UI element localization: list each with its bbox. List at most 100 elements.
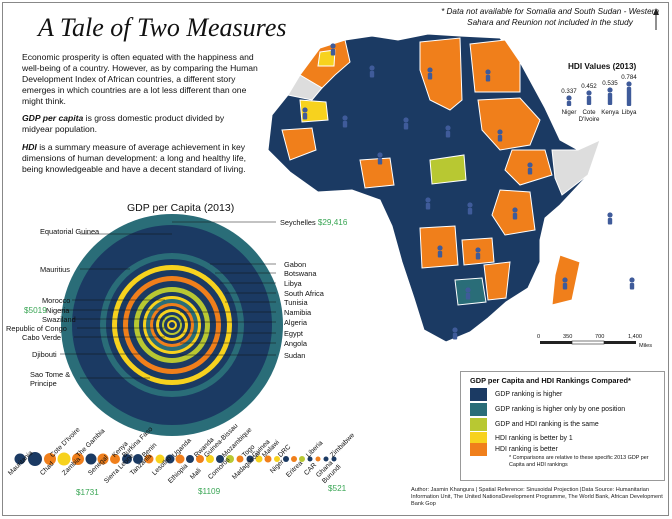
gdp-term: GDP per capita <box>22 113 84 123</box>
label-south-africa: South Africa <box>284 289 324 298</box>
label-seychelles-name: Seychelles <box>280 218 316 227</box>
legend-swatch <box>470 402 487 416</box>
hdi-icon-libya <box>626 81 632 106</box>
gdp-leader-lines <box>60 221 276 379</box>
person-icon <box>452 327 458 340</box>
label-libya: Libya <box>284 279 302 288</box>
legend-swatch <box>470 442 487 456</box>
region-nigeria <box>359 157 395 189</box>
legend-note: * Comparisons are relative to these spec… <box>509 455 649 468</box>
region-libya <box>419 37 463 111</box>
label-equatorial-guinea: Equatorial Guinea <box>40 227 100 236</box>
gdp-definition: GDP per capita is gross domestic product… <box>22 113 254 135</box>
person-icon <box>425 197 431 210</box>
region-somalia <box>551 139 601 196</box>
person-icon <box>467 202 473 215</box>
hdi-value-niger: 0.337 <box>561 88 577 95</box>
person-icon <box>512 207 518 220</box>
hdi-country-cotedivoire: Cote D'Ivoire <box>578 109 600 123</box>
person-icon <box>302 107 308 120</box>
legend-label: HDI ranking is better by 1 <box>495 434 573 442</box>
label-cabo-verde: Cabo Verde <box>22 333 62 342</box>
label-egypt: Egypt <box>284 329 303 338</box>
person-icon <box>369 65 375 78</box>
hdi-values-title: HDI Values (2013) <box>568 62 637 71</box>
region-west-coast <box>281 127 317 161</box>
person-icon <box>562 277 568 290</box>
person-icon <box>342 115 348 128</box>
scale-bar <box>540 340 636 345</box>
person-icon <box>465 287 471 300</box>
map-person-icons <box>302 43 635 340</box>
legend-box <box>460 371 665 481</box>
label-nigeria: Nigeria <box>46 306 70 315</box>
person-icon <box>485 69 491 82</box>
value-burundi: $521 <box>328 484 347 493</box>
label-tunisia: Tunisia <box>284 298 308 307</box>
label-swaziland: Swaziland <box>42 315 76 324</box>
label-botswana: Botswana <box>284 269 317 278</box>
scale-tick-1400: 1,400 <box>628 334 642 340</box>
hdi-definition: HDI is a summary measure of average achi… <box>22 142 254 175</box>
region-egypt <box>469 39 521 93</box>
label-angola: Angola <box>284 339 308 348</box>
person-icon <box>527 162 533 175</box>
region-sudan <box>477 97 541 151</box>
scale-tick-350: 350 <box>563 334 573 340</box>
person-icon <box>403 117 409 130</box>
region-ethiopia <box>504 149 553 186</box>
legend-swatch <box>470 431 487 445</box>
person-icon <box>377 152 383 165</box>
label-seychelles: Seychelles $29,416 <box>280 218 347 227</box>
legend-swatch <box>470 417 487 431</box>
data-note: * Data not available for Somalia and Sou… <box>441 7 659 27</box>
hdi-value-libya: 0.784 <box>621 74 637 81</box>
africa-map <box>267 33 601 343</box>
label-mauritius: Mauritius <box>40 265 70 274</box>
label-sudan: Sudan <box>284 351 306 360</box>
legend-item-hdi-better-by-one: HDI ranking is better by 1 <box>470 431 573 445</box>
north-arrow-icon <box>653 8 659 30</box>
legend-label: GDP ranking is higher only by one positi… <box>495 405 626 413</box>
scale-tick-700: 700 <box>595 334 605 340</box>
hdi-icon-kenya <box>607 87 613 105</box>
region-western-sahara <box>287 74 323 101</box>
gdp-ring-chart <box>61 214 283 436</box>
person-icon <box>629 277 635 290</box>
legend-swatch <box>470 387 487 401</box>
legend-title: GDP per Capita and HDI Rankings Compared… <box>470 376 631 385</box>
legend-label: GDP and HDI ranking is the same <box>495 420 599 428</box>
label-namibia: Namibia <box>284 308 312 317</box>
bottom-bubbles <box>14 452 337 466</box>
hdi-value-cotedivoire: 0.452 <box>581 83 597 90</box>
hdi-term: HDI <box>22 142 37 152</box>
hdi-icon-cotedivoire <box>586 90 592 105</box>
person-icon <box>607 212 613 225</box>
hdi-country-kenya: Kenya <box>601 109 619 116</box>
hdi-icon-niger <box>566 95 572 106</box>
label-sao-tome-principe: Sao Tome & Principe <box>30 370 71 388</box>
legend-item-same: GDP and HDI ranking is the same <box>470 417 599 431</box>
label-republic-of-congo: Republic of Congo <box>6 324 67 333</box>
person-icon <box>497 129 503 142</box>
person-icon <box>330 43 336 56</box>
region-car <box>429 154 467 185</box>
hdi-definition-text: is a summary measure of average achievem… <box>22 142 247 174</box>
value-mali: $1109 <box>198 487 221 496</box>
hdi-value-kenya: 0.535 <box>602 80 618 87</box>
hdi-country-niger: Niger <box>561 109 577 116</box>
person-icon <box>445 125 451 138</box>
label-gabon: Gabon <box>284 260 307 269</box>
credits: Author: Jasmin Khangura | Spatial Refere… <box>411 487 663 507</box>
region-zimbabwe-moz <box>483 261 511 301</box>
intro-text: Economic prosperity is often equated wit… <box>22 52 258 106</box>
label-algeria: Algeria <box>284 318 308 327</box>
gdp-definition-text: is gross domestic product divided by mid… <box>22 113 225 134</box>
value-zambia: $1731 <box>76 488 99 497</box>
legend-item-gdp-higher: GDP ranking is higher <box>470 387 562 401</box>
legend-label: HDI ranking is better <box>495 445 558 453</box>
person-icon <box>475 247 481 260</box>
label-djibouti: Djibouti <box>32 350 57 359</box>
